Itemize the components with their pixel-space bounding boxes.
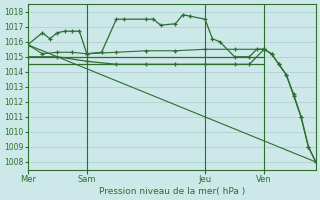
X-axis label: Pression niveau de la mer( hPa ): Pression niveau de la mer( hPa ) — [99, 187, 245, 196]
